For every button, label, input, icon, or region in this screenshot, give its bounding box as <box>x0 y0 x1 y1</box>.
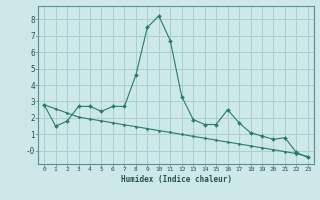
X-axis label: Humidex (Indice chaleur): Humidex (Indice chaleur) <box>121 175 231 184</box>
